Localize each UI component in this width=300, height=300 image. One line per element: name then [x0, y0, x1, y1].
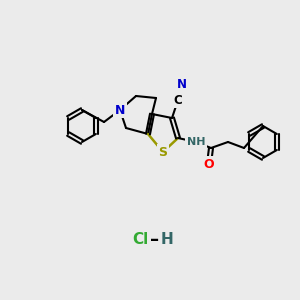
Text: O: O: [204, 158, 214, 170]
Text: Cl: Cl: [132, 232, 148, 247]
Text: C: C: [174, 94, 182, 106]
Text: S: S: [158, 146, 167, 158]
Text: N: N: [115, 103, 125, 116]
Text: H: H: [160, 232, 173, 247]
Text: NH: NH: [187, 137, 205, 147]
Text: –: –: [150, 231, 160, 249]
Text: N: N: [177, 77, 187, 91]
